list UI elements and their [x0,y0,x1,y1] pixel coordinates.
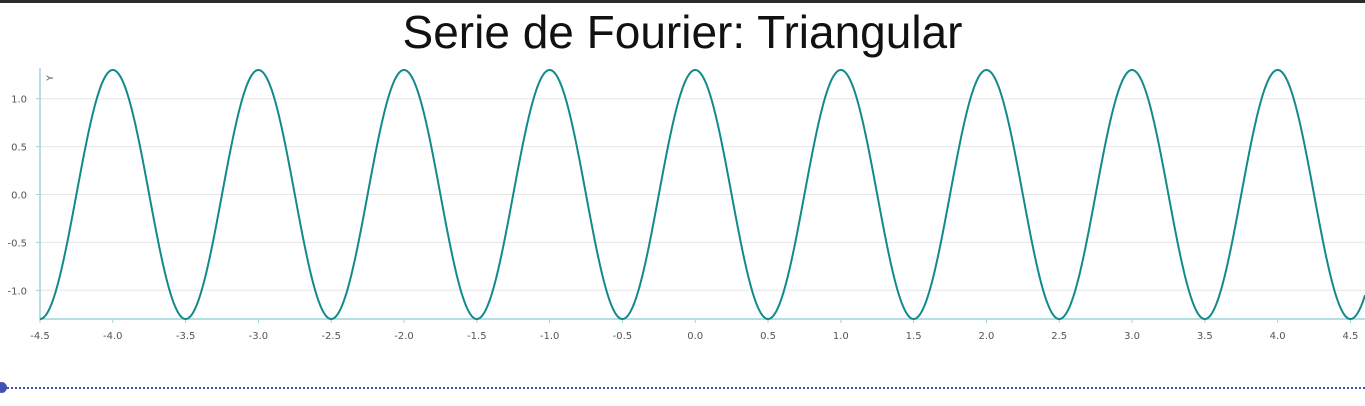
slider-handle[interactable] [0,382,7,393]
x-tick-label: 0.5 [760,331,776,342]
x-tick-label: -4.5 [30,331,50,342]
series-line [39,69,1365,320]
y-tick-labels: 1.0 0.5 0.0 -0.5 -1.0 [7,95,27,298]
x-tick-label: -4.0 [103,331,123,342]
y-axis-label: Y [46,75,56,82]
x-tick-label: 2.0 [978,331,994,342]
x-tick-labels: -4.5 -4.0 -3.5 -3.0 -2.5 -2.0 -1.5 -1.0 -0.5 0.0 0… [30,331,1358,342]
y-tick-label: -1.0 [7,286,27,297]
x-tick-label: -1.5 [467,331,487,342]
axes [36,68,1365,323]
x-tick-label: 2.5 [1051,331,1067,342]
x-tick-label: -1.0 [540,331,560,342]
y-tick-label: 0.5 [11,143,27,154]
x-tick-label: -0.5 [613,331,633,342]
x-tick-label: 3.5 [1197,331,1213,342]
x-tick-label: 0.0 [687,331,703,342]
x-tick-label: -3.5 [176,331,196,342]
x-tick-label: 4.0 [1270,331,1286,342]
top-border [0,0,1365,3]
y-tick-label: 0.0 [11,191,27,202]
plot-area: -4.5 -4.0 -3.5 -3.0 -2.5 -2.0 -1.5 -1.0 -0.5 0.0 0… [7,68,1365,342]
grid-lines [40,98,1365,291]
chart-title: Serie de Fourier: Triangular [402,6,963,58]
x-tick-label: -3.0 [249,331,269,342]
series-group [39,69,1365,320]
x-tick-label: 4.5 [1342,331,1358,342]
y-tick-label: 1.0 [11,95,27,106]
x-tick-label: 1.5 [906,331,922,342]
x-tick-label: -2.0 [394,331,414,342]
x-tick-label: 1.0 [833,331,849,342]
parameter-slider[interactable] [0,380,1365,396]
slider-track[interactable] [4,387,1365,389]
x-tick-label: -2.5 [321,331,341,342]
x-tick-label: 3.0 [1124,331,1140,342]
y-tick-label: -0.5 [7,238,27,249]
